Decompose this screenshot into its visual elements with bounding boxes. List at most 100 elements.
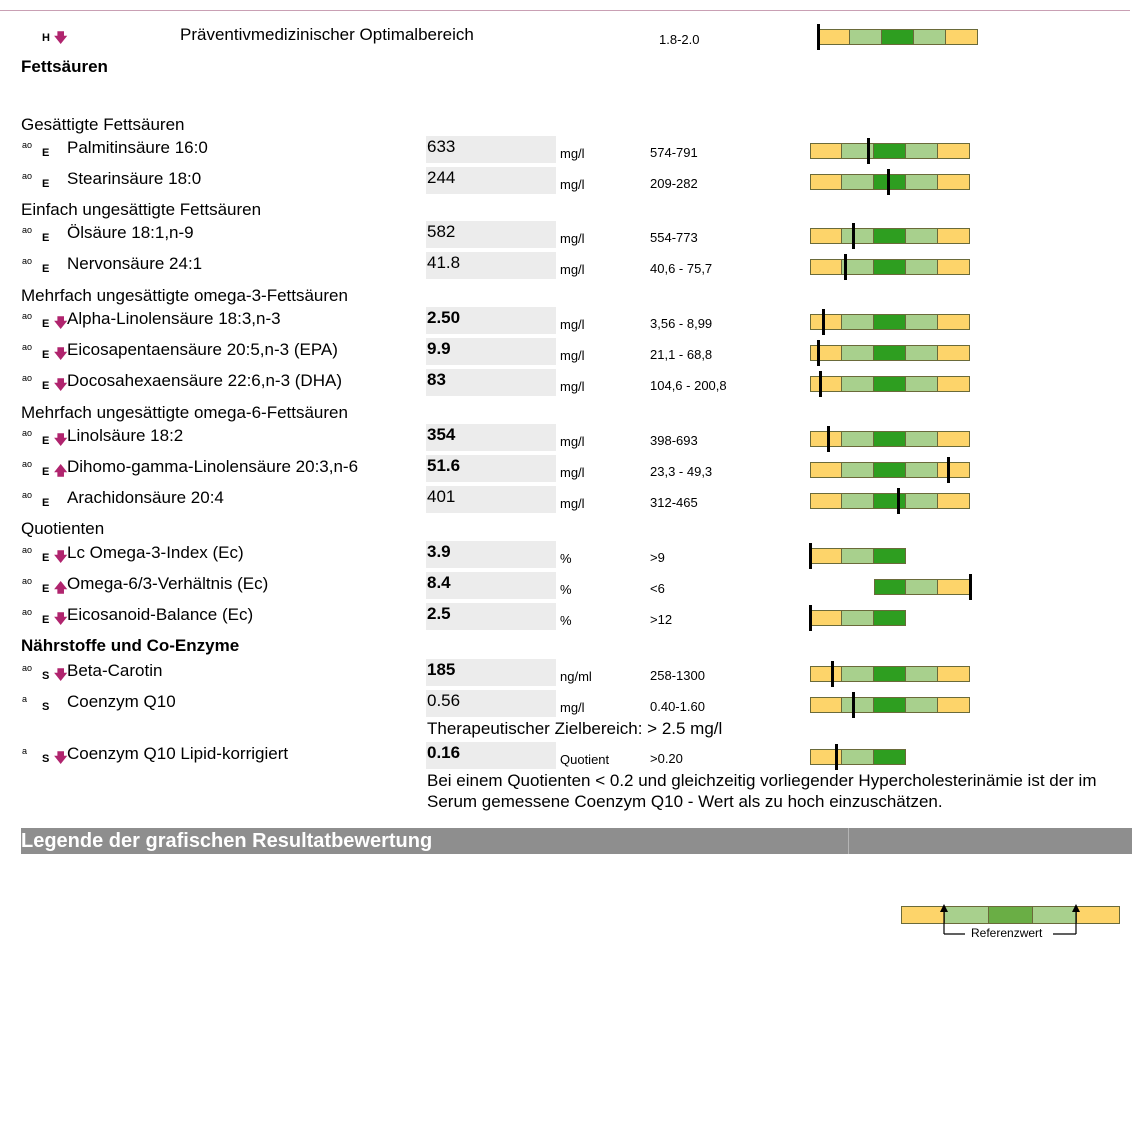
range-segment: [905, 174, 938, 190]
result-name: Dihomo-gamma-Linolensäure 20:3,n-6: [67, 457, 359, 476]
result-range-bar: [810, 457, 970, 483]
range-segment: [841, 749, 874, 765]
range-segment: [841, 431, 874, 447]
result-name: Palmitinsäure 16:0: [67, 138, 208, 157]
range-segment: [810, 548, 842, 564]
range-segment: [874, 579, 906, 595]
result-value: 3.9: [426, 541, 556, 568]
range-segment: [905, 259, 938, 275]
range-segment: [905, 228, 938, 244]
range-segment: [905, 579, 938, 595]
range-segment: [873, 345, 906, 361]
value-marker: [817, 24, 820, 50]
result-range-bar: [810, 340, 970, 366]
result-unit: mg/l: [560, 146, 585, 161]
result-source: E: [42, 178, 50, 190]
group-title: Einfach ungesättigte Fettsäuren: [21, 200, 262, 219]
arrow-down-icon: 🡇: [54, 315, 68, 330]
value-marker: [817, 340, 820, 366]
range-segment: [810, 143, 842, 159]
result-reference: >12: [650, 612, 673, 627]
range-segment: [841, 174, 874, 190]
range-segment: [873, 548, 906, 564]
group-title: Mehrfach ungesättigte omega-3-Fettsäuren: [21, 286, 348, 305]
range-segment: [841, 462, 874, 478]
result-value: 633: [426, 136, 556, 163]
range-segment: [937, 579, 970, 595]
value-marker: [809, 543, 812, 569]
result-unit: mg/l: [560, 465, 585, 480]
result-source: E: [42, 263, 50, 275]
range-segment: [937, 462, 970, 478]
result-unit: mg/l: [560, 496, 585, 511]
value-marker: [897, 488, 900, 514]
range-segment: [873, 431, 906, 447]
result-source: E: [42, 497, 50, 509]
result-value: 8.4: [426, 572, 556, 599]
result-source: E: [42, 380, 50, 392]
range-segment: [937, 493, 970, 509]
arrow-down-icon: 🡇: [54, 549, 68, 564]
range-segment: [905, 314, 938, 330]
top-row-flag: H: [42, 32, 50, 44]
range-segment: [810, 610, 842, 626]
result-flag: ao: [22, 490, 33, 500]
result-source: E: [42, 435, 50, 447]
value-marker: [947, 457, 950, 483]
result-name: Eicosanoid-Balance (Ec): [67, 605, 254, 624]
result-source: E: [42, 147, 50, 159]
range-segment: [841, 666, 874, 682]
result-reference: 398-693: [650, 433, 698, 448]
result-source: S: [42, 701, 50, 713]
result-flag: ao: [22, 342, 33, 352]
result-flag: ao: [22, 311, 33, 321]
range-segment: [810, 259, 842, 275]
result-value: 9.9: [426, 338, 556, 365]
result-name: Alpha-Linolensäure 18:3,n-3: [67, 309, 281, 328]
arrow-down-icon: 🡇: [54, 377, 68, 392]
note-q10-lipid: Serum gemessene Coenzym Q10 - Wert als z…: [427, 792, 943, 811]
result-reference: 104,6 - 200,8: [650, 378, 727, 393]
range-segment: [905, 143, 938, 159]
range-segment: [873, 314, 906, 330]
range-segment: [905, 431, 938, 447]
result-flag: ao: [22, 171, 33, 181]
arrow-down-icon: 🡇: [54, 750, 68, 765]
section-title-fettsaeuren: Fettsäuren: [21, 57, 108, 76]
range-segment: [937, 259, 970, 275]
result-reference: 554-773: [650, 230, 698, 245]
result-value: 582: [426, 221, 556, 248]
range-segment: [841, 376, 874, 392]
result-unit: mg/l: [560, 177, 585, 192]
result-range-bar: [810, 223, 970, 249]
result-range-bar: [810, 692, 970, 718]
range-segment: [810, 493, 842, 509]
result-range-bar: [810, 426, 970, 452]
result-reference: 574-791: [650, 145, 698, 160]
result-reference: 21,1 - 68,8: [650, 347, 713, 362]
value-marker: [827, 426, 830, 452]
legend-header: Legende der grafischen Resultatbewertung: [21, 828, 1132, 854]
range-segment: [913, 29, 946, 45]
arrow-down-icon: 🡇: [54, 30, 68, 45]
result-reference: 0.40-1.60: [650, 699, 705, 714]
note-q10-lipid: Bei einem Quotienten < 0.2 und gleichzei…: [427, 771, 1097, 790]
range-segment: [945, 29, 978, 45]
range-segment: [937, 431, 970, 447]
result-value: 401: [426, 486, 556, 513]
value-marker: [809, 605, 812, 631]
result-flag: ao: [22, 256, 33, 266]
result-unit: mg/l: [560, 231, 585, 246]
result-value: 354: [426, 424, 556, 451]
legend-title: Legende der grafischen Resultatbewertung: [21, 830, 433, 852]
result-value: 2.50: [426, 307, 556, 334]
result-flag: a: [22, 694, 28, 704]
range-segment: [905, 462, 938, 478]
group-title: Quotienten: [21, 519, 105, 538]
range-segment: [810, 228, 842, 244]
note-q10-target: Therapeutischer Zielbereich: > 2.5 mg/l: [427, 719, 723, 738]
value-marker: [819, 371, 822, 397]
range-segment: [905, 666, 938, 682]
top-divider: [0, 10, 1130, 11]
result-unit: %: [560, 613, 572, 628]
